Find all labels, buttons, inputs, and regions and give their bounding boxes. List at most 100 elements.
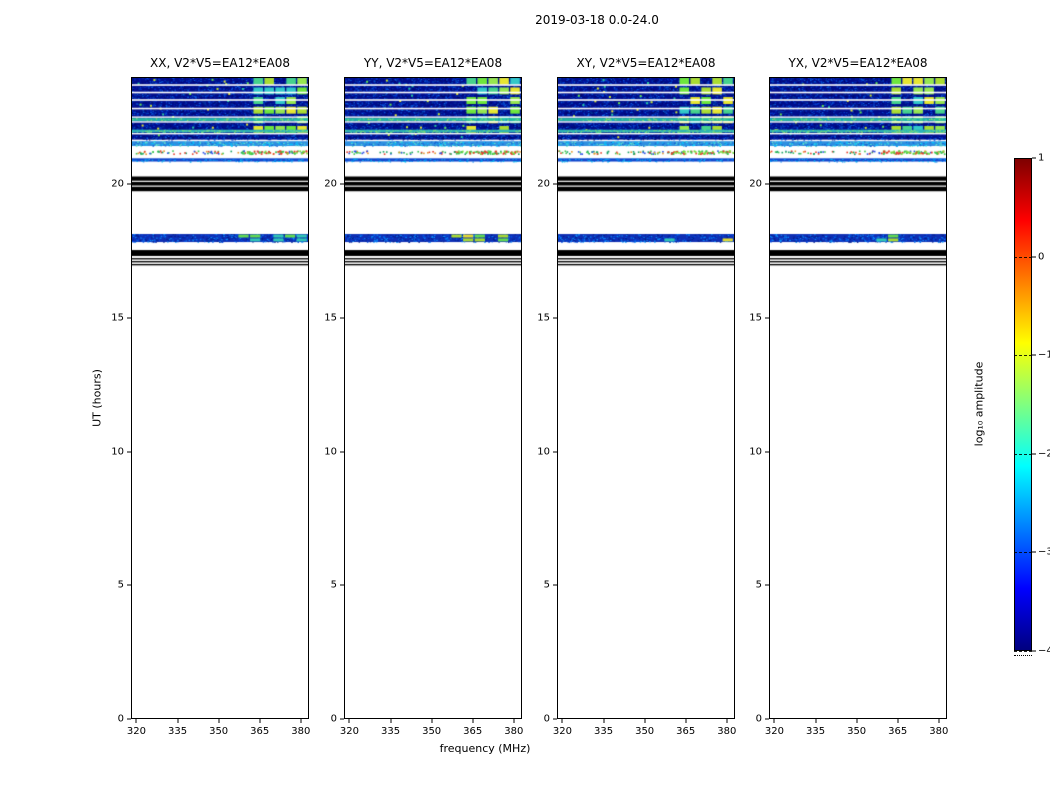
colorbar-tick-label: −1 <box>1038 349 1050 361</box>
figure-title: 2019-03-18 0.0-24.0 <box>535 13 659 27</box>
colorbar-tick <box>1032 650 1036 652</box>
plot-area-xy: 0 5 10 15 20 320 335 350 365 380 <box>537 77 736 737</box>
x-tick <box>603 719 605 723</box>
x-tick-label: 320 <box>126 726 147 737</box>
x-tick <box>644 719 646 723</box>
y-tick-label: 15 <box>111 312 124 324</box>
colorbar-tick <box>1032 256 1036 258</box>
y-tick-label: 15 <box>324 312 337 324</box>
spectrogram-panel-yy: YY, V2*V5=EA12*EA08 0 5 10 15 20 320 335 350 36… <box>324 56 523 737</box>
plot-area-xx: 0 5 10 15 20 320 335 350 365 380 <box>111 77 310 737</box>
y-tick-label: 5 <box>117 579 124 591</box>
panel-title-yy: YY, V2*V5=EA12*EA08 <box>363 56 503 70</box>
y-tick-label: 15 <box>749 312 762 324</box>
y-tick-label: 20 <box>749 178 762 190</box>
plot-area-yx: 0 5 10 15 20 320 335 350 365 380 <box>749 77 948 737</box>
x-tick <box>177 719 179 723</box>
colorbar-ticks: 1 0 −1 −2 −3 −4 <box>1014 153 1050 657</box>
y-tick <box>340 584 344 586</box>
colorbar-tick-label: −2 <box>1038 448 1050 460</box>
y-tick <box>553 451 557 452</box>
x-tick <box>726 719 728 723</box>
x-tick <box>300 719 302 723</box>
x-tick <box>218 719 220 723</box>
y-tick <box>340 718 344 720</box>
colorbar-tick-label: 0 <box>1038 251 1045 263</box>
x-tick-label: 365 <box>250 726 270 737</box>
y-axis-label: UT (hours) <box>90 369 104 427</box>
colorbar-tick-label: −3 <box>1038 546 1050 558</box>
y-tick-label: 5 <box>755 579 762 591</box>
spectrogram-panel-yx: YX, V2*V5=EA12*EA08 0 5 10 15 20 320 335 350 36… <box>749 56 948 737</box>
colorbar-minor-tick <box>1014 655 1032 656</box>
y-tick <box>765 718 769 720</box>
x-tick <box>897 719 899 723</box>
colorbar-label: log₁₀ amplitude <box>972 361 986 447</box>
x-tick-label: 320 <box>339 726 360 737</box>
x-tick-label: 320 <box>552 726 573 737</box>
x-tick-label: 320 <box>764 726 785 737</box>
x-tick <box>938 719 940 723</box>
x-tick-label: 380 <box>504 726 524 737</box>
colorbar-tick-dash <box>1014 256 1032 258</box>
spectrogram-canvas-xy <box>557 77 735 719</box>
y-tick <box>553 584 557 586</box>
y-tick-label: 0 <box>755 713 762 725</box>
x-tick <box>431 719 433 723</box>
y-tick-label: 0 <box>543 713 550 725</box>
y-tick-label: 10 <box>749 446 762 457</box>
x-tick <box>815 719 817 723</box>
colorbar-tick <box>1032 157 1036 159</box>
x-tick-label: 335 <box>806 726 826 737</box>
x-tick <box>773 719 775 723</box>
y-tick <box>553 317 557 319</box>
y-ticks: 0 5 10 15 20 <box>324 77 522 725</box>
x-tick-label: 350 <box>209 726 229 737</box>
colorbar-tick <box>1032 551 1036 553</box>
x-tick-label: 380 <box>291 726 311 737</box>
x-tick <box>390 719 392 723</box>
y-ticks: 0 5 10 15 20 <box>537 77 735 725</box>
x-tick-label: 335 <box>168 726 188 737</box>
spectrogram-panel-xy: XY, V2*V5=EA12*EA08 0 5 10 15 20 320 335 350 36… <box>537 56 736 737</box>
x-tick <box>259 719 261 723</box>
panel-title-yx: YX, V2*V5=EA12*EA08 <box>788 56 928 70</box>
y-tick <box>127 317 131 319</box>
colorbar-tick-dash <box>1014 453 1032 455</box>
plot-area-yy: 0 5 10 15 20 320 335 350 365 380 <box>324 77 523 737</box>
y-tick <box>127 718 131 720</box>
x-tick-label: 335 <box>381 726 401 737</box>
colorbar-tick-dash <box>1014 552 1032 554</box>
x-tick <box>513 719 515 723</box>
x-tick-label: 350 <box>847 726 867 737</box>
x-tick <box>856 719 858 723</box>
x-tick-label: 365 <box>888 726 908 737</box>
spectrogram-panel-xx: XX, V2*V5=EA12*EA08 0 5 10 15 20 320 335 350 36… <box>111 56 310 737</box>
colorbar-tick <box>1032 453 1036 455</box>
y-tick <box>765 317 769 319</box>
x-tick <box>348 719 350 723</box>
colorbar-tick-label: −4 <box>1038 645 1050 657</box>
colorbar-tick-label: 1 <box>1038 152 1045 164</box>
colorbar-tick-dash <box>1014 158 1032 159</box>
x-tick <box>135 719 137 723</box>
colorbar-tick-dash <box>1014 651 1032 652</box>
y-tick <box>553 718 557 720</box>
y-tick <box>340 317 344 319</box>
y-tick <box>765 183 769 185</box>
x-tick-label: 350 <box>422 726 442 737</box>
x-axis-label: frequency (MHz) <box>439 742 531 755</box>
panel-title-xy: XY, V2*V5=EA12*EA08 <box>576 56 716 70</box>
x-tick-label: 365 <box>676 726 696 737</box>
spectrogram-canvas-yx <box>769 77 947 719</box>
y-tick-label: 20 <box>111 178 124 190</box>
x-tick <box>472 719 474 723</box>
y-tick-label: 10 <box>324 446 337 457</box>
x-tick-label: 380 <box>929 726 949 737</box>
y-tick-label: 0 <box>330 713 337 725</box>
colorbar-tick <box>1032 354 1036 356</box>
panel-title-xx: XX, V2*V5=EA12*EA08 <box>150 56 290 70</box>
y-tick-label: 15 <box>537 312 550 324</box>
y-tick-label: 20 <box>324 178 337 190</box>
